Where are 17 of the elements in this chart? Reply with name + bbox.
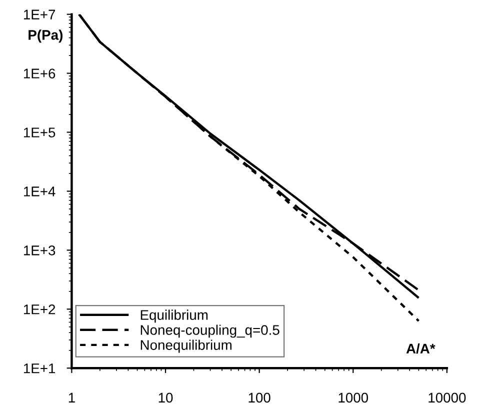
y-axis-title: P(Pa) [28, 30, 62, 43]
legend-label: Equilibrium [140, 310, 208, 323]
y-tick-label: 1E+5 [24, 128, 56, 138]
x-tick-label: 1000 [338, 392, 368, 403]
x-tick-label: 10 [158, 392, 173, 403]
x-tick-label: 10000 [428, 392, 466, 403]
x-axis-title: A/A* [406, 343, 436, 354]
y-tick-label: 1E+6 [24, 68, 56, 78]
y-tick-label: 1E+3 [24, 246, 56, 256]
y-tick-label: 1E+4 [24, 186, 56, 196]
y-tick-label: 1E+2 [24, 304, 56, 314]
y-tick-label: 1E+7 [24, 10, 56, 20]
legend-label: Nonequilibrium [140, 340, 232, 353]
x-tick-label: 1 [68, 392, 75, 402]
x-tick-label: 100 [248, 392, 270, 403]
y-tick-label: 1E+1 [24, 364, 56, 374]
legend-label: Noneq-coupling_q=0.5 [140, 324, 280, 338]
